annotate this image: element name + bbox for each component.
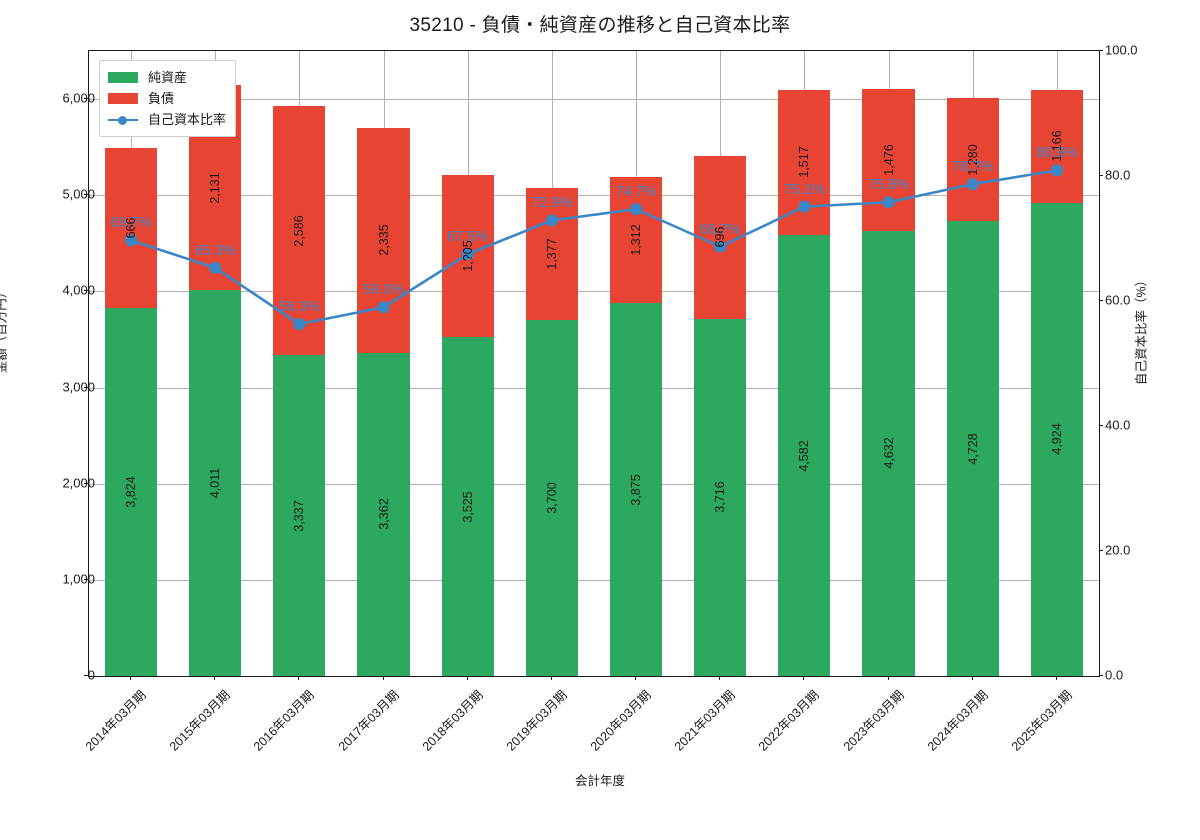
y-axis-right-tickmark	[1099, 425, 1103, 426]
x-axis-label: 会計年度	[574, 774, 625, 788]
y-axis-right-label: 自己資本比率（%）	[1134, 273, 1149, 386]
y-axis-right-tickmark	[1099, 175, 1103, 176]
y-axis-right-tickmark	[1099, 675, 1103, 676]
x-axis-tick-label: 2014年03月期	[82, 687, 149, 754]
y-axis-right-tick: 20.0	[1105, 542, 1131, 558]
y-axis-left-tick: 1,000	[62, 571, 95, 587]
legend-item-label: 負債	[148, 91, 175, 106]
bar-segment-liability[interactable]	[104, 148, 158, 309]
x-axis-tick-label: 2020年03月期	[587, 687, 654, 754]
x-axis-tickmark	[719, 676, 721, 680]
legend-swatch-icon	[108, 93, 138, 104]
x-axis-tickmark	[382, 676, 384, 680]
x-axis-tick-label: 2024年03月期	[924, 687, 991, 754]
x-axis-tickmark	[466, 676, 468, 680]
x-axis-tick-label: 2018年03月期	[419, 687, 486, 754]
legend-item[interactable]: 純資産	[108, 67, 226, 88]
legend-line-marker-icon	[108, 114, 138, 125]
y-axis-right-tickmark	[1099, 550, 1103, 551]
gridline-horizontal	[89, 579, 1099, 581]
y-axis-right-tick: 40.0	[1105, 417, 1131, 433]
x-axis-tickmark	[887, 676, 889, 680]
bar-segment-liability[interactable]	[862, 88, 915, 231]
x-axis-tick-label: 2016年03月期	[251, 687, 318, 754]
bar-segment-equity[interactable]	[862, 230, 915, 676]
bar-segment-equity[interactable]	[609, 303, 663, 676]
bar-segment-liability[interactable]	[609, 177, 663, 304]
bar-segment-liability[interactable]	[525, 187, 578, 321]
bar-segment-equity[interactable]	[1030, 202, 1083, 676]
x-axis-tickmark	[130, 676, 132, 680]
bar-segment-liability[interactable]	[778, 89, 831, 236]
x-axis-tick-label: 2022年03月期	[756, 687, 823, 754]
bar-segment-equity[interactable]	[525, 320, 578, 676]
bar-segment-liability[interactable]	[357, 128, 410, 353]
x-axis-tickmark	[298, 676, 300, 680]
y-axis-left-tick: 0	[87, 667, 95, 683]
bar-segment-liability[interactable]	[694, 155, 747, 319]
x-axis-tick-label: 2019年03月期	[503, 687, 570, 754]
gridline-horizontal	[89, 483, 1099, 485]
chart-title: 35210 - 負債・純資産の推移と自己資本比率	[409, 15, 791, 36]
x-axis-tick-label: 2017年03月期	[335, 687, 402, 754]
gridline-horizontal	[89, 387, 1099, 389]
legend-item[interactable]: 自己資本比率	[108, 109, 226, 130]
bar-segment-liability[interactable]	[441, 174, 494, 338]
y-axis-right-tick: 0.0	[1105, 667, 1124, 683]
bar-segment-liability[interactable]	[946, 98, 999, 222]
chart-legend: 純資産負債自己資本比率	[99, 60, 237, 137]
y-axis-left-tick: 2,000	[62, 475, 95, 491]
x-axis-tick-label: 2025年03月期	[1008, 687, 1075, 754]
bar-segment-equity[interactable]	[273, 355, 326, 676]
y-axis-left-tick: 6,000	[62, 90, 95, 106]
legend-item[interactable]: 負債	[108, 88, 226, 109]
bar-segment-equity[interactable]	[778, 235, 831, 676]
x-axis-tickmark	[635, 676, 637, 680]
x-axis-tick-label: 2023年03月期	[840, 687, 907, 754]
legend-item-label: 自己資本比率	[148, 112, 227, 127]
y-axis-left-tickmark	[84, 482, 88, 484]
plot-area: 3,824 666 69.7% 4,011 2,131 65.3% 3,337 2,586 56…	[88, 50, 1100, 677]
x-axis-tickmark	[214, 676, 216, 680]
bar-segment-equity[interactable]	[441, 337, 494, 676]
legend-swatch-icon	[108, 72, 138, 83]
y-axis-left-tickmark	[84, 194, 88, 196]
gridline-horizontal	[89, 99, 1099, 101]
chart-figure: 35210 - 負債・純資産の推移と自己資本比率 金額（百万円） 自己資本比率（…	[0, 15, 1149, 788]
y-axis-left-tick: 4,000	[62, 282, 95, 298]
y-axis-right-tickmark	[1099, 50, 1103, 51]
bar-segment-liability[interactable]	[273, 106, 326, 356]
bar-segment-liability[interactable]	[1030, 90, 1083, 203]
y-axis-right-tick: 100.0	[1105, 42, 1138, 58]
bar-segment-equity[interactable]	[694, 318, 747, 676]
y-axis-left-tickmark	[84, 578, 88, 580]
y-axis-left-tickmark	[84, 675, 88, 676]
y-axis-right-tick: 80.0	[1105, 167, 1131, 183]
y-axis-left-tick: 3,000	[62, 379, 95, 395]
x-axis-tick-label: 2021年03月期	[672, 687, 738, 754]
y-axis-left-tickmark	[84, 98, 88, 100]
x-axis-tick-label: 2015年03月期	[167, 687, 233, 754]
x-axis-tickmark	[1055, 676, 1057, 680]
x-axis-tickmark	[550, 676, 552, 680]
ratio-line	[129, 169, 1059, 326]
bar-segment-equity[interactable]	[189, 290, 242, 676]
y-axis-left-tickmark	[84, 386, 88, 388]
y-axis-right-tick: 60.0	[1105, 292, 1131, 308]
legend-item-label: 純資産	[148, 70, 188, 85]
bar-segment-equity[interactable]	[946, 221, 999, 676]
y-axis-right-tickmark	[1099, 300, 1103, 301]
x-axis-tickmark	[971, 676, 973, 680]
x-axis-tickmark	[803, 676, 805, 680]
y-axis-left-tickmark	[84, 290, 88, 292]
y-axis-left-tick: 5,000	[62, 186, 95, 202]
bar-segment-equity[interactable]	[357, 352, 410, 676]
bar-segment-equity[interactable]	[104, 308, 158, 676]
